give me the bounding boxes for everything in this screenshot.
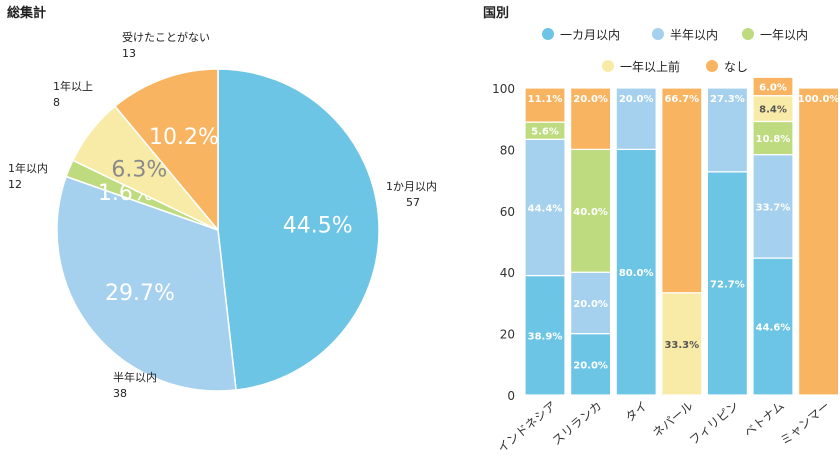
stacked-bar-chart: 0 20 40 60 80 100 38.9% 44.4% 5.6% 11.1% インドネシア 20.… (492, 28, 839, 456)
pie-section-title: 総集計 (7, 6, 47, 21)
pie-category-label: 1か月以内 (386, 179, 437, 193)
bar-segment (524, 87, 566, 123)
legend-swatch (542, 28, 554, 40)
pie-chart: 44.5%1か月以内5729.7%半年以内381.6%1年以内126.3%1年以… (8, 30, 437, 400)
pie-slice (217, 68, 380, 391)
x-category-label: ベトナム (741, 399, 786, 440)
y-tick-label: 60 (500, 205, 515, 219)
bar-data-label: 27.3% (710, 94, 745, 105)
bar-segment (615, 87, 657, 151)
pie-slice (56, 175, 237, 392)
bar-data-label: 20.0% (573, 360, 608, 371)
pie-count-label: 38 (113, 387, 127, 400)
bar-data-label: 80.0% (619, 268, 654, 279)
bar-segment (706, 87, 749, 173)
bar-data-label: 66.7% (664, 94, 699, 105)
bar-segment (752, 120, 794, 156)
bar-data-label: 40.0% (573, 207, 608, 218)
pie-category-label: 半年以内 (113, 370, 157, 384)
legend-swatch (706, 60, 718, 72)
x-category-label: ミャンマー (778, 399, 833, 448)
pie-percent-label: 44.5% (283, 213, 353, 238)
y-tick-label: 20 (500, 328, 515, 342)
bar-data-label: 44.4% (528, 203, 563, 214)
pie-count-label: 8 (53, 96, 60, 109)
bar-data-label: 10.8% (756, 134, 791, 145)
legend-label: 半年以内 (670, 28, 718, 42)
pie-slice (113, 68, 219, 233)
bar-segment (797, 87, 840, 396)
bar-data-label: 72.7% (710, 279, 745, 290)
bar-segment (569, 148, 612, 273)
bar-data-label: 38.9% (528, 331, 563, 342)
pie-category-label: 受けたことがない (122, 30, 210, 44)
bar-data-label: 8.4% (759, 105, 787, 116)
pie-count-label: 12 (8, 178, 22, 191)
bar-data-label: 6.0% (759, 83, 787, 94)
bar-segment (752, 95, 794, 123)
legend-label: 一年以内 (760, 28, 808, 42)
legend-swatch (602, 60, 614, 72)
pie-percent-label: 10.2% (149, 125, 219, 150)
bar-data-label: 20.0% (573, 299, 608, 310)
bar-data-label: 20.0% (573, 94, 608, 105)
pie-percent-label: 29.7% (105, 281, 175, 306)
legend-swatch (742, 28, 754, 40)
bar-segment (615, 148, 657, 396)
y-tick-label: 0 (507, 389, 515, 403)
pie-category-label: 1年以上 (53, 79, 93, 93)
y-tick-label: 100 (492, 82, 515, 96)
bar-segment (661, 292, 703, 396)
bar-data-label: 44.6% (756, 323, 791, 334)
y-tick-label: 40 (500, 266, 515, 280)
x-category-label: フィリピン (687, 399, 742, 448)
x-category-label: タイ (623, 399, 650, 425)
bar-data-label: 20.0% (619, 94, 654, 105)
bar-segment (569, 87, 612, 151)
legend-label: 一カ月以内 (560, 28, 620, 42)
pie-count-label: 13 (122, 47, 136, 60)
bar-segment (752, 257, 794, 396)
legend-label: なし (724, 60, 748, 74)
pie-category-label: 1年以内 (8, 161, 48, 175)
bar-segment (661, 87, 703, 294)
bar-segment (569, 271, 612, 335)
pie-percent-label: 6.3% (111, 158, 167, 183)
legend-swatch (652, 28, 664, 40)
y-tick-label: 80 (500, 143, 515, 157)
legend-label: 一年以上前 (620, 59, 680, 74)
bar-data-label: 33.3% (664, 340, 699, 351)
bar-data-label: 5.6% (531, 127, 559, 138)
pie-count-label: 57 (406, 196, 420, 209)
bar-segment (752, 76, 794, 97)
bar-section-title: 国別 (483, 6, 510, 21)
x-category-label: スリランカ (550, 399, 605, 448)
bar-data-label: 11.1% (528, 94, 563, 105)
x-category-label: インドネシア (495, 399, 559, 456)
bar-data-label: 33.7% (756, 202, 791, 213)
bar-data-label: 100.0% (798, 94, 840, 105)
